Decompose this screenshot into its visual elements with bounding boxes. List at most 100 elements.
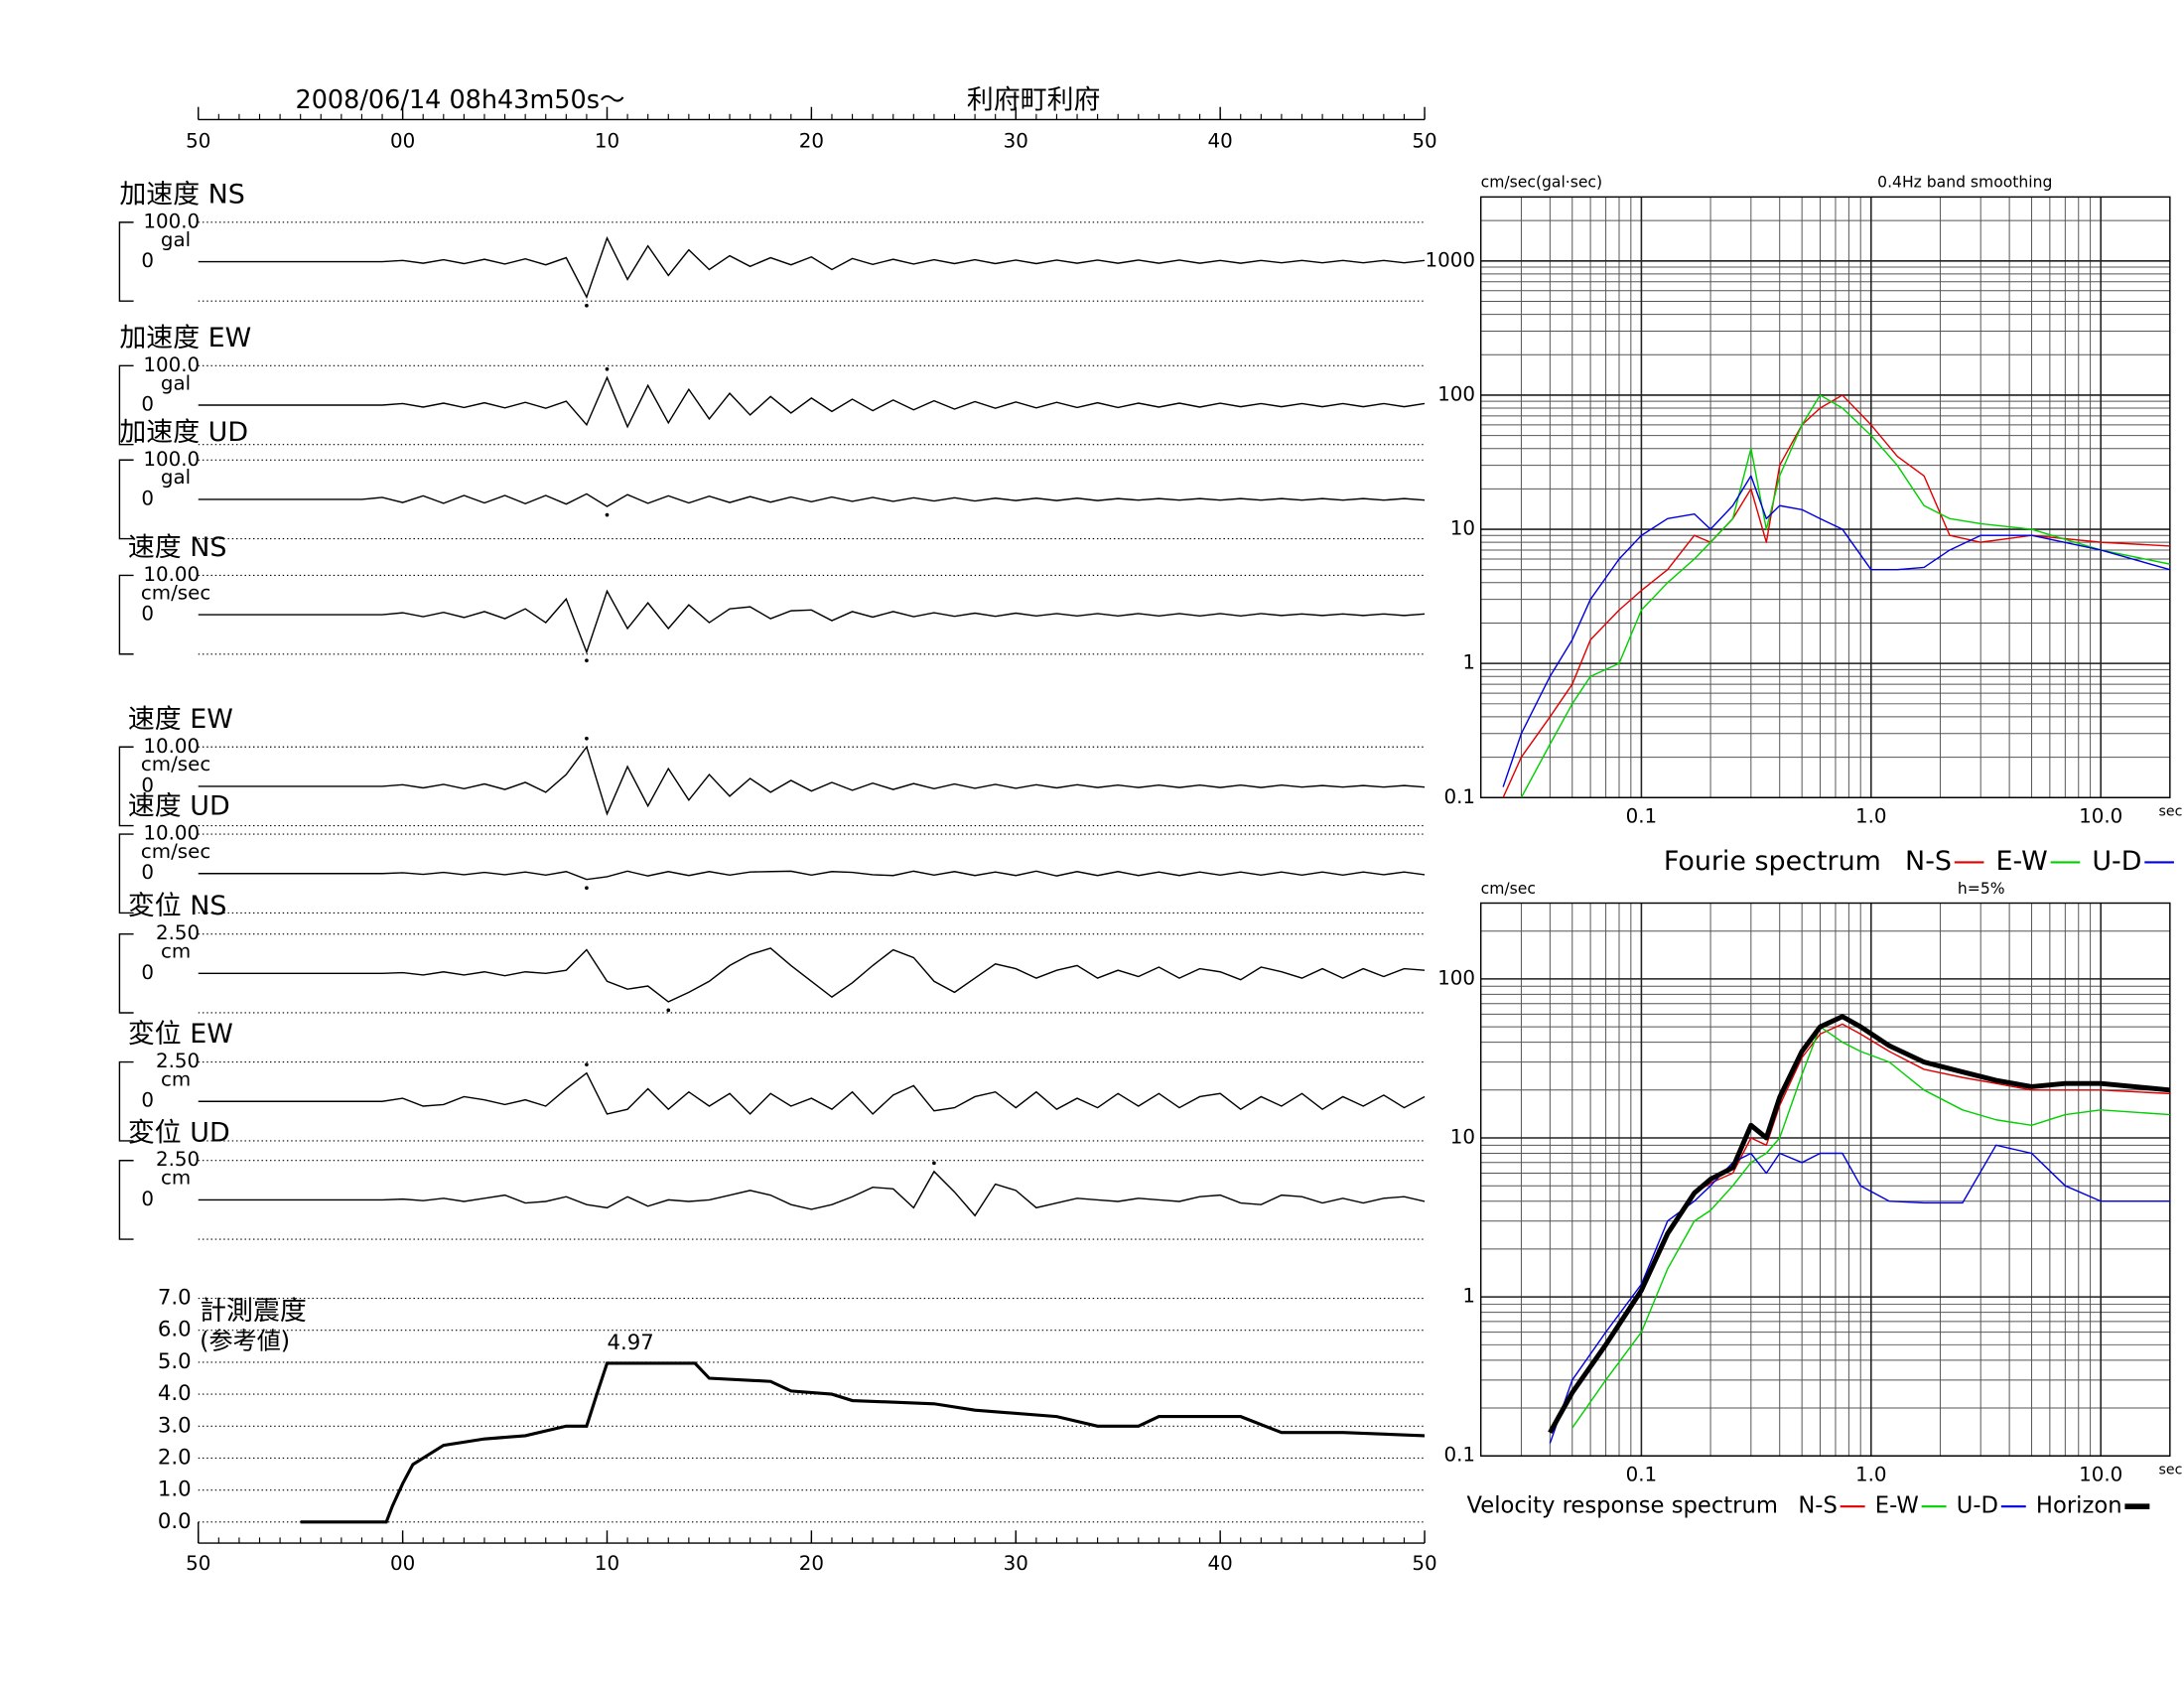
legend-label: Horizon — [2036, 1493, 2122, 1519]
waveform-trace — [198, 1170, 1426, 1217]
note: h=5% — [1958, 880, 2005, 898]
trace-label: 速度 EW — [128, 704, 233, 735]
y-tick-label: 10 — [1450, 517, 1475, 540]
chart-title: 計測震度 — [200, 1296, 307, 1327]
y-tick-label: 6.0 — [158, 1318, 192, 1342]
legend-label: E-W — [1875, 1493, 1919, 1519]
trace-unit: cm/sec — [141, 753, 210, 775]
peak-dot — [585, 736, 589, 741]
trace-tick-label: 10.00 — [143, 822, 200, 845]
spectrum-line — [1502, 475, 2170, 787]
time-tick-label: 20 — [799, 130, 824, 153]
y-tick-label: 1.0 — [158, 1477, 192, 1502]
trace-tick-label: 0 — [141, 603, 154, 626]
trace-tick-label: 0 — [141, 1089, 154, 1112]
spectrum-line — [1548, 1014, 2170, 1435]
trace-tick-label: 0 — [141, 1188, 154, 1210]
time-tick-label: 00 — [390, 1552, 415, 1575]
x-tick-label: 0.1 — [1626, 805, 1658, 828]
spectrum-line — [1520, 394, 2170, 798]
y-axis-unit: cm/sec — [1481, 880, 1536, 898]
y-tick-label: 0.1 — [1443, 785, 1475, 808]
trace-unit: cm — [161, 1067, 191, 1090]
y-tick-label: 10 — [1450, 1126, 1475, 1149]
waveform-trace — [198, 375, 1426, 429]
legend-label: U-D — [2092, 846, 2141, 877]
trace-tick-label: 2.50 — [156, 921, 200, 944]
trace-tick-label: 100.0 — [143, 353, 200, 376]
trace-label: 変位 NS — [128, 891, 227, 921]
trace-label: 変位 EW — [128, 1019, 233, 1050]
waveform-trace — [198, 870, 1426, 881]
peak-dot — [605, 512, 610, 517]
spectrum-line — [1571, 1026, 2170, 1429]
trace-unit: cm — [161, 940, 191, 963]
x-axis-unit: sec — [2159, 803, 2183, 819]
legend-label: N-S — [1798, 1493, 1838, 1519]
plot-frame — [1479, 196, 2171, 798]
trace-tick-label: 0 — [141, 961, 154, 984]
trace-label: 加速度 EW — [119, 323, 251, 353]
peak-dot — [585, 658, 589, 663]
plot-frame — [1479, 902, 2171, 1457]
trace-tick-label: 10.00 — [143, 735, 200, 758]
waveform-trace — [198, 235, 1426, 300]
time-tick-label: 10 — [595, 1552, 619, 1575]
trace-tick-label: 10.00 — [143, 563, 200, 586]
trace-unit: cm/sec — [141, 581, 210, 604]
trace-tick-label: 0 — [141, 861, 154, 884]
peak-dot — [605, 366, 610, 371]
waveform-trace — [198, 492, 1426, 507]
peak-annotation: 4.97 — [608, 1331, 654, 1355]
trace-bracket — [118, 833, 134, 914]
y-tick-label: 0.0 — [158, 1509, 192, 1534]
trace-tick-label: 2.50 — [156, 1050, 200, 1072]
legend-title: Fourie spectrum — [1664, 846, 1881, 877]
trace-tick-label: 0 — [141, 774, 154, 796]
peak-dot — [585, 1062, 589, 1067]
trace-bracket — [118, 221, 134, 302]
x-tick-label: 1.0 — [1855, 1464, 1887, 1486]
waveform-trace — [198, 1071, 1426, 1115]
y-tick-label: 1 — [1462, 651, 1475, 674]
note: 0.4Hz band smoothing — [1877, 174, 2052, 192]
trace-label: 加速度 NS — [119, 179, 244, 210]
intensity-line — [300, 1361, 1426, 1524]
trace-unit: cm — [161, 1167, 191, 1190]
trace-unit: cm/sec — [141, 840, 210, 863]
peak-dot — [585, 886, 589, 891]
chart-title: 2008/06/14 08h43m50s〜 — [295, 85, 624, 115]
trace-unit: gal — [161, 466, 191, 489]
time-tick-label: 50 — [186, 1552, 210, 1575]
y-tick-label: 5.0 — [158, 1349, 192, 1374]
x-tick-label: 10.0 — [2079, 805, 2122, 828]
x-tick-label: 0.1 — [1626, 1464, 1658, 1486]
legend-label: U-D — [1957, 1493, 1998, 1519]
trace-label: 変位 UD — [128, 1117, 230, 1148]
time-tick-label: 30 — [1004, 1552, 1028, 1575]
y-tick-label: 1000 — [1426, 248, 1475, 271]
station-name: 利府町利府 — [967, 85, 1101, 116]
trace-bracket — [118, 1060, 134, 1142]
x-tick-label: 10.0 — [2079, 1464, 2122, 1486]
time-tick-label: 20 — [799, 1552, 824, 1575]
trace-unit: gal — [161, 228, 191, 251]
trace-bracket — [118, 1160, 134, 1240]
trace-bracket — [118, 364, 134, 446]
time-tick-label: 00 — [390, 130, 415, 153]
time-tick-label: 50 — [1412, 1552, 1436, 1575]
legend-label: N-S — [1905, 846, 1952, 877]
y-tick-label: 100 — [1437, 382, 1475, 405]
peak-dot — [932, 1161, 936, 1166]
trace-bracket — [118, 459, 134, 540]
y-tick-label: 100 — [1437, 966, 1475, 989]
x-tick-label: 1.0 — [1855, 805, 1887, 828]
trace-bracket — [118, 932, 134, 1014]
time-tick-label: 50 — [1412, 130, 1436, 153]
waveform-trace — [198, 589, 1426, 654]
trace-unit: gal — [161, 371, 191, 394]
time-tick-label: 10 — [595, 130, 619, 153]
waveform-trace — [198, 947, 1426, 1003]
